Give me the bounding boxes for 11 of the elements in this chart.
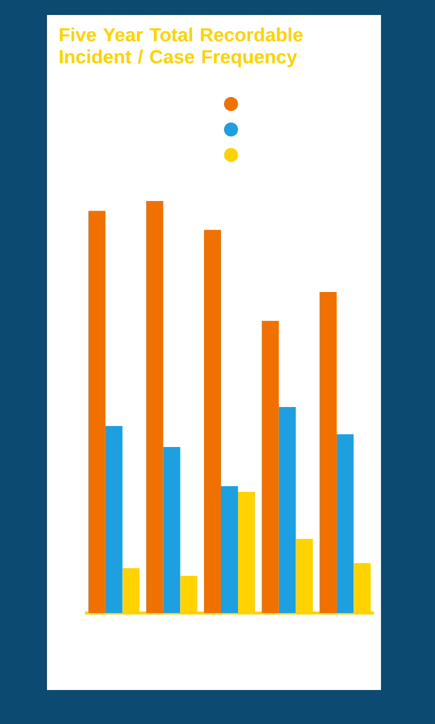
bar (262, 320, 279, 613)
bar (336, 434, 354, 613)
bar (163, 446, 180, 613)
bar (278, 406, 296, 613)
bar (105, 426, 122, 613)
bar (88, 210, 106, 613)
bar (204, 230, 221, 613)
bar (320, 292, 337, 613)
bar (146, 201, 164, 613)
chart-title: Five Year Total Recordable Incident / Case Frequency (60, 28, 302, 68)
bar (220, 486, 238, 613)
